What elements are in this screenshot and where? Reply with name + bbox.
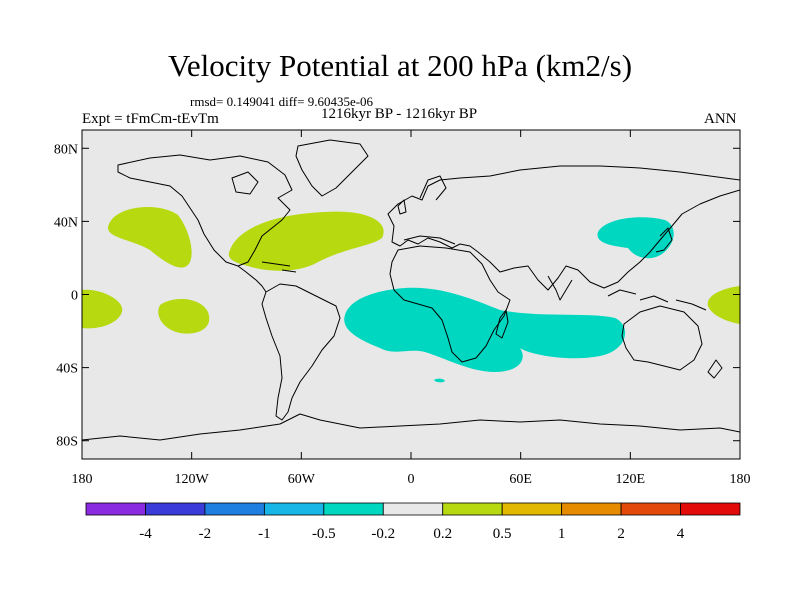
lat-tick-label: 40S [56,362,78,377]
coast-hudson-bay [231,171,259,195]
season-label: ANN [704,111,737,127]
negative-region-south-atlantic-indian [344,287,626,372]
colorbar-label: -1 [258,526,271,542]
coast-south-america [261,283,341,421]
lat-tick-label: 80S [56,435,78,450]
coast-mediterranean [403,235,456,245]
lon-tick-label: 120W [175,472,210,487]
colorbar-label: -2 [199,526,212,542]
stats-line: rmsd= 0.149041 diff= 9.60435e-06 [190,94,374,109]
colorbar-swatch [382,502,444,516]
positive-region-west-pacific [707,286,740,324]
lon-tick-label: 180 [730,472,751,487]
coast-north-america [117,154,293,267]
coast-japan [655,227,673,253]
colorbar-label: 0.2 [433,526,452,542]
colorbar-swatch [145,502,206,516]
lon-tick-label: 0 [408,472,415,487]
colorbar-swatch [442,502,503,516]
colorbar-swatch [204,502,265,516]
coast-scandinavia [419,175,447,201]
coast-madagascar [495,309,509,339]
colorbar-label: 2 [617,526,625,542]
coast-british-isles [397,199,407,215]
colorbar-swatch [85,502,146,516]
colorbar-label: 0.5 [493,526,512,542]
colorbar-label: -0.2 [371,526,395,542]
colorbar-label: -0.5 [312,526,336,542]
coast-australia [621,305,703,371]
coast-antarctica [82,413,740,441]
positive-region-north-pacific [108,206,192,268]
lat-tick-label: 0 [71,289,78,304]
figure-title: Velocity Potential at 200 hPa (km2/s) [167,48,633,83]
lat-tick-label: 40N [54,215,78,230]
period-label: 1216kyr BP - 1216kyr BP [321,106,478,122]
colorbar-swatch [561,502,622,516]
positive-region-east-pacific-west [82,289,123,329]
coast-india [547,275,573,301]
lon-tick-label: 60E [509,472,532,487]
latitude-axis: 80N 40N 0 40S 80S [54,142,740,450]
lon-tick-label: 180 [72,472,93,487]
colorbar-swatch [620,502,681,516]
colorbar-swatch [263,502,325,516]
colorbar-swatch [323,502,384,516]
coast-central-america [237,265,267,293]
negative-region-small-patch [434,378,445,383]
colorbar-label: 4 [677,526,685,542]
coast-europe-asia [387,165,740,291]
coast-maritime-continent [607,289,707,311]
coast-greenland [295,139,369,197]
lon-tick-label: 60W [288,472,316,487]
colorbar-swatch [680,502,741,516]
anomaly-shading [82,206,740,383]
coast-new-zealand [707,359,723,379]
negative-region-east-asia [597,217,674,259]
colorbar-swatch [501,502,563,516]
positive-region-east-pacific-south [158,298,210,334]
colorbar-label: 1 [558,526,566,542]
colorbar: -4 -2 -1 -0.5 -0.2 0.2 0.5 1 2 4 [85,502,741,542]
coast-africa [389,245,511,363]
positive-region-north-atlantic [228,211,384,271]
colorbar-label: -4 [139,526,152,542]
lon-tick-label: 120E [616,472,646,487]
coastlines [82,139,740,441]
experiment-label: Expt = tFmCm-tEvTm [82,111,219,127]
lat-tick-label: 80N [54,142,78,157]
coast-caribbean-islands [261,261,297,273]
longitude-axis: 180 120W 60W 0 60E 120E 180 [72,130,751,487]
